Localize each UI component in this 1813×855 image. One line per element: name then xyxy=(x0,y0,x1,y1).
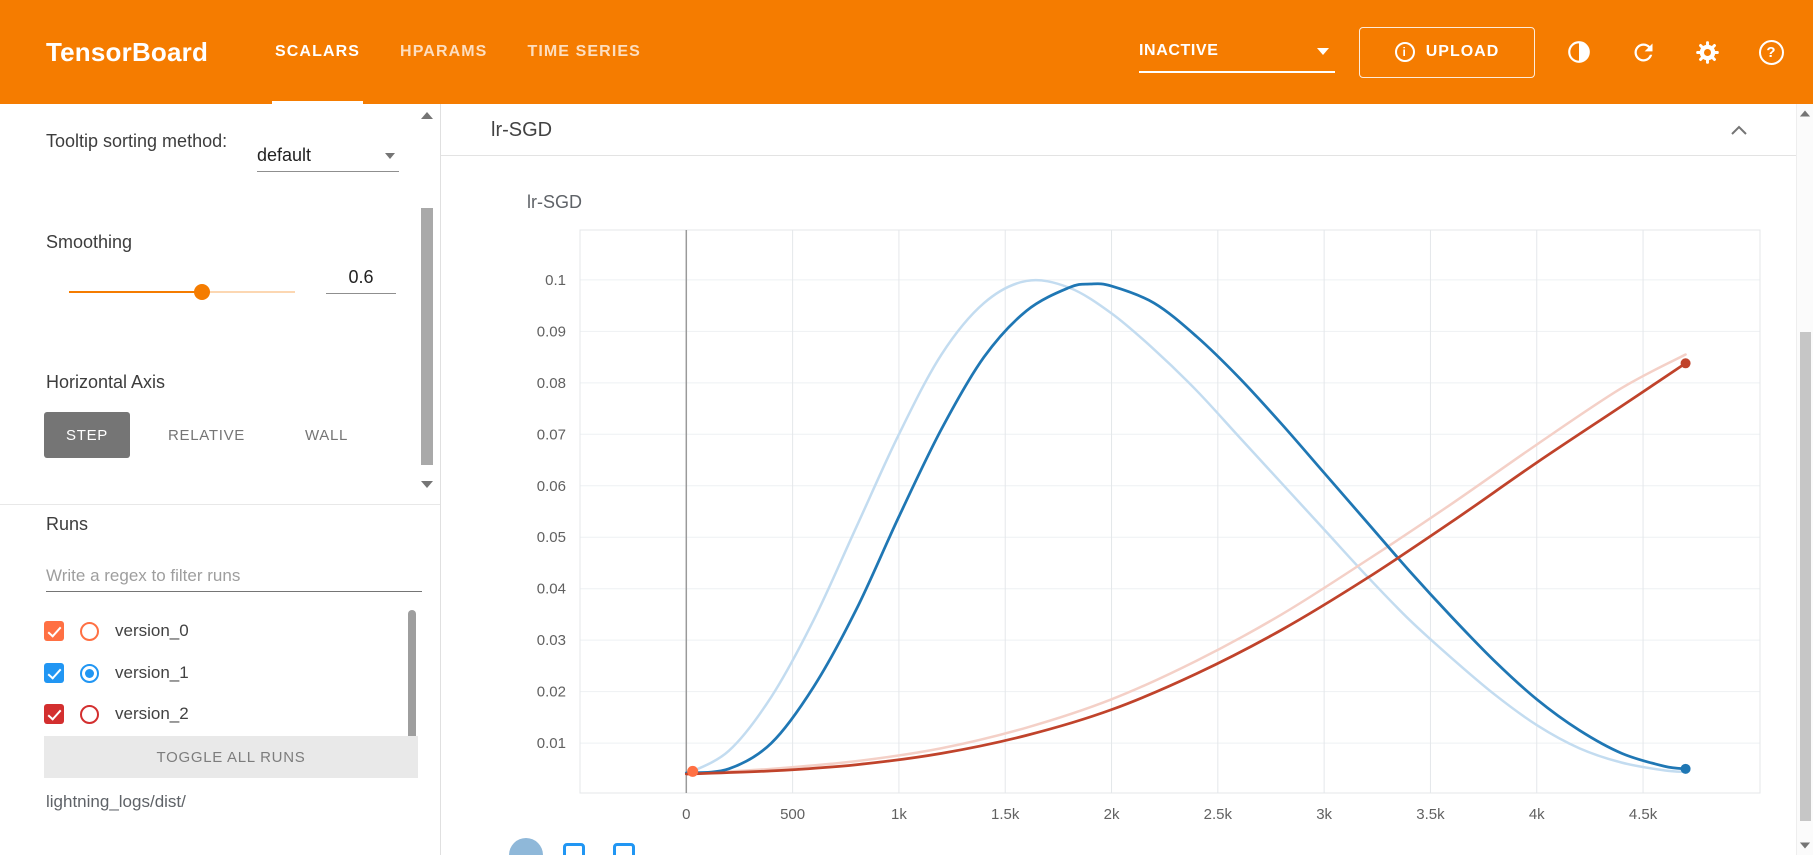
run-row[interactable]: version_2 xyxy=(44,697,189,731)
chevron-down-icon xyxy=(1317,47,1329,55)
svg-text:3.5k: 3.5k xyxy=(1416,806,1445,823)
toggle-all-runs-button[interactable]: TOGGLE ALL RUNS xyxy=(44,736,418,778)
scroll-down-arrow-icon[interactable] xyxy=(1799,842,1811,849)
runs-list-scrollbar[interactable] xyxy=(408,610,416,740)
svg-text:2.5k: 2.5k xyxy=(1204,806,1233,823)
axis-step-button[interactable]: STEP xyxy=(44,412,130,458)
help-icon: ? xyxy=(1758,39,1784,65)
scrollbar-thumb[interactable] xyxy=(1800,332,1811,821)
card-action-button-1[interactable] xyxy=(509,838,543,855)
help-button[interactable]: ? xyxy=(1751,32,1791,72)
scalar-card-header: lr-SGD xyxy=(441,104,1796,156)
run-row[interactable]: version_0 xyxy=(44,614,189,648)
run-checkbox[interactable] xyxy=(44,621,64,641)
gear-icon xyxy=(1695,40,1719,64)
run-checkbox[interactable] xyxy=(44,663,64,683)
app-logo: TensorBoard xyxy=(46,36,209,67)
run-radio[interactable] xyxy=(80,663,99,683)
run-label: version_1 xyxy=(115,663,189,682)
svg-text:0.04: 0.04 xyxy=(537,581,566,598)
chevron-up-icon xyxy=(1731,125,1747,135)
scroll-up-arrow-icon[interactable] xyxy=(1799,110,1811,117)
tooltip-sorting-value: default xyxy=(257,145,312,165)
card-title: lr-SGD xyxy=(491,119,553,141)
chevron-down-icon xyxy=(385,152,395,159)
svg-text:0: 0 xyxy=(682,806,690,823)
run-radio[interactable] xyxy=(80,621,99,641)
svg-text:0.05: 0.05 xyxy=(537,529,566,546)
svg-text:4k: 4k xyxy=(1529,806,1545,823)
contrast-icon xyxy=(1568,41,1590,63)
svg-text:0.09: 0.09 xyxy=(537,323,566,340)
refresh-button[interactable] xyxy=(1623,32,1663,72)
page-scrollbar[interactable] xyxy=(1796,104,1813,855)
svg-text:0.08: 0.08 xyxy=(537,375,566,392)
svg-text:0.02: 0.02 xyxy=(537,684,566,701)
run-radio[interactable] xyxy=(80,704,99,724)
svg-text:0.07: 0.07 xyxy=(537,426,566,443)
app-header: TensorBoard SCALARS HPARAMS TIME SERIES … xyxy=(0,0,1813,104)
runs-filter-input[interactable] xyxy=(46,560,422,592)
svg-text:2k: 2k xyxy=(1104,806,1120,823)
status-dropdown[interactable]: INACTIVE xyxy=(1139,31,1335,73)
header-actions: INACTIVE i UPLOAD xyxy=(1139,0,1791,104)
main-content: lr-SGD lr-SGD 0.01 0.02 0.03 0.04 0.05 0.06 0.… xyxy=(441,104,1796,855)
slider-thumb[interactable] xyxy=(194,284,210,300)
card-action-button-2[interactable] xyxy=(563,843,585,855)
svg-text:4.5k: 4.5k xyxy=(1629,806,1658,823)
horizontal-axis-label: Horizontal Axis xyxy=(46,372,166,392)
upload-button[interactable]: i UPLOAD xyxy=(1359,26,1535,78)
run-label: version_2 xyxy=(115,704,189,723)
run-label: version_0 xyxy=(115,621,189,640)
axis-wall-button[interactable]: WALL xyxy=(305,426,349,444)
tooltip-sorting-select[interactable]: default xyxy=(257,140,399,172)
horizontal-axis-buttons: STEP RELATIVE WALL xyxy=(44,412,370,458)
smoothing-value[interactable]: 0.6 xyxy=(326,262,396,294)
svg-text:1k: 1k xyxy=(891,806,907,823)
settings-button[interactable] xyxy=(1687,32,1727,72)
settings-sidebar: Tooltip sorting method: default Smoothin… xyxy=(0,104,441,855)
scroll-down-arrow-icon[interactable] xyxy=(421,481,433,488)
svg-text:500: 500 xyxy=(780,806,805,823)
scalar-chart[interactable]: 0.01 0.02 0.03 0.04 0.05 0.06 0.07 0.08 0.09 0.1 0… xyxy=(441,156,1796,855)
refresh-icon xyxy=(1634,43,1652,61)
run-checkbox[interactable] xyxy=(44,704,64,724)
svg-text:0.03: 0.03 xyxy=(537,632,566,649)
svg-text:0.06: 0.06 xyxy=(537,478,566,495)
svg-text:1.5k: 1.5k xyxy=(991,806,1020,823)
smoothing-label: Smoothing xyxy=(46,232,133,252)
slider-fill xyxy=(69,291,202,293)
sidebar-divider xyxy=(0,504,440,505)
collapse-card-button[interactable] xyxy=(1726,118,1752,142)
runs-title: Runs xyxy=(46,514,89,534)
card-action-button-3[interactable] xyxy=(613,843,635,855)
svg-text:0.1: 0.1 xyxy=(545,272,566,289)
tooltip-sorting-label: Tooltip sorting method: xyxy=(46,131,228,151)
status-dropdown-value: INACTIVE xyxy=(1139,42,1219,59)
run-row[interactable]: version_1 xyxy=(44,656,189,690)
upload-button-label: UPLOAD xyxy=(1425,43,1500,60)
nav-tabs: SCALARS HPARAMS TIME SERIES xyxy=(271,0,641,104)
sidebar-scrollbar[interactable] xyxy=(420,108,434,490)
chart-title: lr-SGD xyxy=(527,192,582,212)
tab-hparams[interactable]: HPARAMS xyxy=(400,43,488,60)
svg-text:3k: 3k xyxy=(1316,806,1332,823)
tab-scalars[interactable]: SCALARS xyxy=(271,0,364,104)
log-directory-label: lightning_logs/dist/ xyxy=(46,792,186,811)
theme-toggle-button[interactable] xyxy=(1559,32,1599,72)
scroll-up-arrow-icon[interactable] xyxy=(421,112,433,119)
svg-text:0.01: 0.01 xyxy=(537,735,566,752)
scrollbar-thumb[interactable] xyxy=(421,208,433,465)
info-icon: i xyxy=(1394,42,1415,62)
axis-relative-button[interactable]: RELATIVE xyxy=(167,426,245,444)
smoothing-slider[interactable] xyxy=(69,284,295,300)
tab-time-series[interactable]: TIME SERIES xyxy=(527,43,641,60)
